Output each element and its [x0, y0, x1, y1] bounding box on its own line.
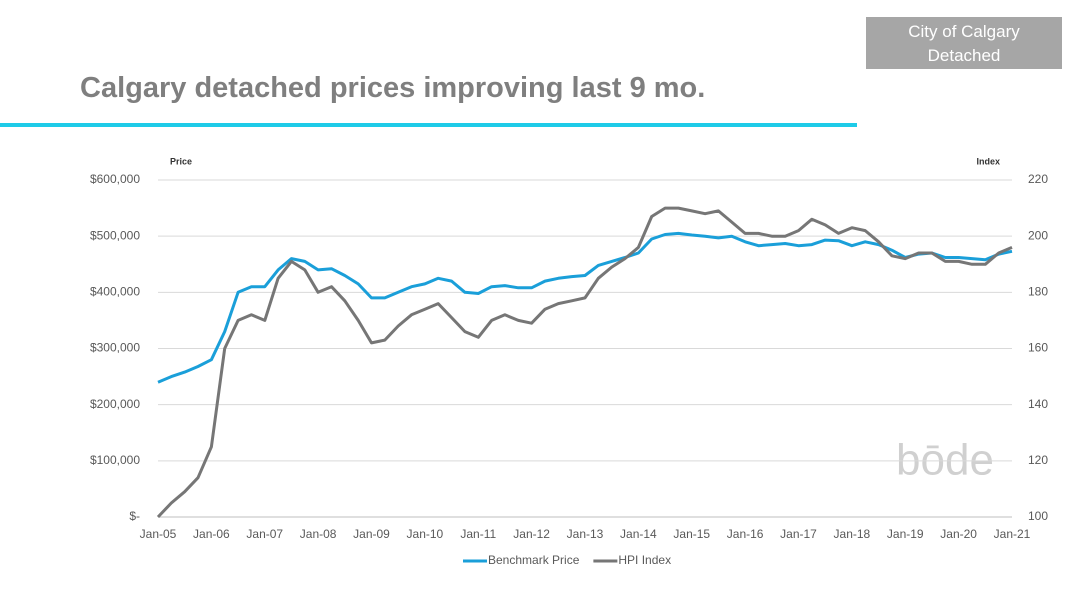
legend-label: Benchmark Price — [488, 553, 580, 567]
x-tick-label: Jan-10 — [407, 527, 444, 541]
x-tick-label: Jan-05 — [140, 527, 177, 541]
x-tick-label: Jan-15 — [673, 527, 710, 541]
title-rule — [0, 123, 857, 127]
y-tick-label: $200,000 — [90, 397, 140, 411]
y-tick-label: $500,000 — [90, 228, 140, 242]
y2-tick-label: 140 — [1028, 397, 1048, 411]
y-tick-label: $400,000 — [90, 285, 140, 299]
y2-tick-label: 120 — [1028, 453, 1048, 467]
slide-title: Calgary detached prices improving last 9… — [80, 72, 706, 104]
x-tick-label: Jan-13 — [567, 527, 604, 541]
y2-tick-label: 220 — [1028, 172, 1048, 186]
x-tick-label: Jan-12 — [513, 527, 550, 541]
y-axis-label: Price — [170, 156, 192, 166]
y-tick-label: $300,000 — [90, 341, 140, 355]
x-tick-label: Jan-17 — [780, 527, 817, 541]
badge-line: Detached — [927, 46, 1001, 65]
badge: City of Calgary Detached — [866, 17, 1062, 69]
y-tick-label: $600,000 — [90, 172, 140, 186]
y2-tick-label: 100 — [1028, 509, 1048, 523]
x-tick-label: Jan-19 — [887, 527, 924, 541]
x-tick-label: Jan-14 — [620, 527, 657, 541]
x-tick-label: Jan-20 — [940, 527, 977, 541]
x-tick-label: Jan-07 — [246, 527, 283, 541]
x-tick-label: Jan-09 — [353, 527, 390, 541]
y-tick-label: $- — [129, 509, 140, 523]
x-tick-label: Jan-18 — [834, 527, 871, 541]
y2-tick-label: 200 — [1028, 228, 1048, 242]
logo: bōde — [896, 436, 994, 485]
x-tick-label: Jan-06 — [193, 527, 230, 541]
legend-label: HPI Index — [618, 553, 671, 567]
series-line — [156, 206, 1013, 519]
x-tick-label: Jan-16 — [727, 527, 764, 541]
x-tick-label: Jan-11 — [460, 527, 496, 541]
y2-axis-label: Index — [976, 156, 1000, 166]
y-tick-label: $100,000 — [90, 453, 140, 467]
y2-tick-label: 180 — [1028, 285, 1048, 299]
y2-tick-label: 160 — [1028, 341, 1048, 355]
badge-line: City of Calgary — [908, 22, 1020, 41]
x-tick-label: Jan-08 — [300, 527, 337, 541]
series-line — [157, 231, 1013, 384]
x-tick-label: Jan-21 — [994, 527, 1031, 541]
